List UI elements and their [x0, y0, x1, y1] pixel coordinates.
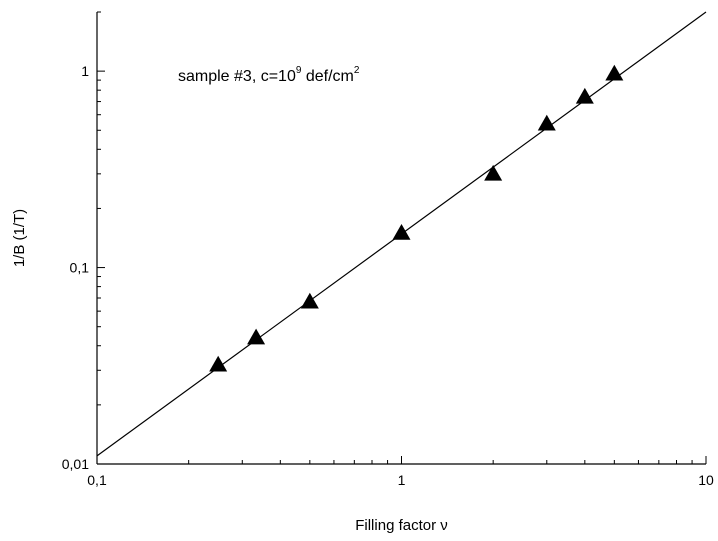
data-point-triangle	[484, 164, 503, 181]
y-tick-label: 1	[81, 63, 89, 79]
data-point-triangle	[300, 292, 319, 309]
y-tick-label: 0,1	[70, 260, 90, 276]
y-axis-label: 1/B (1/T)	[11, 209, 28, 267]
data-point-triangle	[575, 87, 594, 104]
data-point-triangle	[605, 64, 624, 81]
annotation-unit-exponent: 2	[354, 65, 360, 76]
x-tick-label: 0,1	[87, 472, 107, 488]
data-point-triangle	[537, 114, 556, 131]
data-points	[209, 64, 624, 372]
annotation-unit: def/cm	[301, 68, 353, 85]
data-point-triangle	[209, 355, 228, 372]
x-tick-label: 10	[698, 472, 714, 488]
y-tick-label: 0,01	[62, 456, 89, 472]
y-axis: 0,01 0,1 1	[62, 11, 105, 472]
data-point-triangle	[392, 223, 411, 240]
sample-annotation: sample #3, c=109 def/cm2	[178, 65, 360, 85]
annotation-prefix: sample #3, c=10	[178, 68, 296, 85]
data-point-triangle	[247, 328, 266, 345]
annotation-exponent: 9	[296, 65, 302, 76]
x-axis: 0,1 1 10	[87, 456, 714, 488]
x-axis-label: Filling factor ν	[355, 517, 448, 534]
x-tick-label: 1	[398, 472, 406, 488]
